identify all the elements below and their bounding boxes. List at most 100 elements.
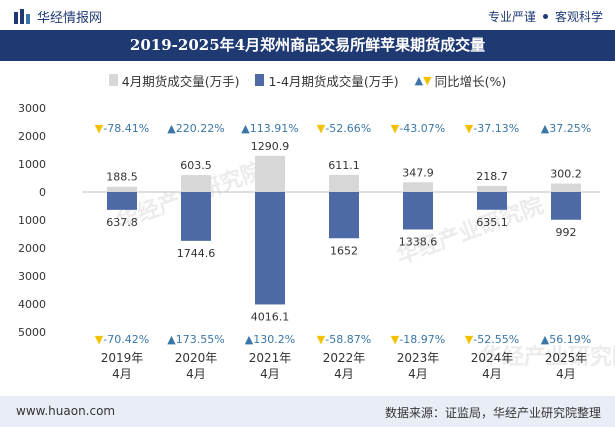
growth-value: -18.97% xyxy=(399,333,445,346)
y-tick-label: 4000 xyxy=(18,298,46,311)
data-label-monthly: 347.9 xyxy=(402,166,434,179)
growth-monthly-label: ▼-43.07% xyxy=(391,122,445,135)
legend-item-growth[interactable]: ▲ ▼ 同比增长(%) xyxy=(415,71,507,90)
data-label-monthly: 188.5 xyxy=(106,171,138,184)
growth-value: 113.91% xyxy=(250,122,299,135)
x-tick-label-month: 4月 xyxy=(482,367,502,381)
data-label-monthly: 603.5 xyxy=(180,159,212,172)
triangle-up-icon: ▲ xyxy=(541,333,550,346)
legend: 4月期货成交量(万手) 1-4月期货成交量(万手) ▲ ▼ 同比增长(%) xyxy=(0,70,615,90)
y-tick-label: 5000 xyxy=(18,326,46,339)
data-label-cumulative: 635.1 xyxy=(476,216,508,229)
triangle-down-icon: ▼ xyxy=(465,122,474,135)
data-label-monthly: 300.2 xyxy=(550,168,582,181)
growth-value: 37.25% xyxy=(549,122,591,135)
x-tick-label-month: 4月 xyxy=(334,367,354,381)
bar-cumulative xyxy=(551,192,581,220)
growth-cumulative-label: ▲56.19% xyxy=(541,333,591,346)
legend-swatch-cumulative xyxy=(255,74,265,86)
y-tick-label: 1000 xyxy=(18,214,46,227)
x-tick-label-year: 2019年 xyxy=(101,351,144,365)
y-tick-label: 3000 xyxy=(18,270,46,283)
triangle-up-icon: ▲ xyxy=(167,122,176,135)
triangle-up-icon: ▲ xyxy=(167,333,176,346)
triangle-down-icon: ▼ xyxy=(423,73,432,87)
growth-value: -43.07% xyxy=(399,122,445,135)
y-tick-label: 0 xyxy=(39,186,46,199)
x-tick-label-month: 4月 xyxy=(260,367,280,381)
data-label-cumulative: 637.8 xyxy=(106,216,138,229)
growth-cumulative-label: ▲130.2% xyxy=(245,333,295,346)
bar-cumulative xyxy=(181,192,211,241)
triangle-up-icon: ▲ xyxy=(414,73,424,87)
watermark-text-2: 华经产业研究院 xyxy=(480,344,615,370)
growth-value: -78.41% xyxy=(103,122,149,135)
bar-monthly xyxy=(329,174,359,192)
growth-value: 220.22% xyxy=(176,122,225,135)
x-tick-label-year: 2024年 xyxy=(471,351,514,365)
growth-value: -58.87% xyxy=(325,333,371,346)
growth-cumulative-label: ▲173.55% xyxy=(167,333,224,346)
bar-monthly xyxy=(181,175,211,192)
growth-monthly-label: ▲220.22% xyxy=(167,122,224,135)
slogan-right: 客观科学 xyxy=(554,10,603,24)
growth-cumulative-label: ▼-52.55% xyxy=(465,333,519,346)
legend-item-cumulative[interactable]: 1-4月期货成交量(万手) xyxy=(255,71,399,90)
growth-monthly-label: ▼-52.66% xyxy=(317,122,371,135)
x-tick-label-year: 2022年 xyxy=(323,351,366,365)
growth-monthly-label: ▼-78.41% xyxy=(95,122,149,135)
bar-cumulative xyxy=(477,192,507,210)
triangle-down-icon: ▼ xyxy=(391,333,400,346)
x-tick-label-year: 2021年 xyxy=(249,351,292,365)
x-tick-label-year: 2023年 xyxy=(397,351,440,365)
data-label-cumulative: 992 xyxy=(556,226,577,239)
title-bar: 2019-2025年4月郑州商品交易所鲜苹果期货成交量 xyxy=(0,30,615,61)
triangle-down-icon: ▼ xyxy=(317,333,326,346)
growth-cumulative-label: ▼-70.42% xyxy=(95,333,149,346)
growth-value: 130.2% xyxy=(253,333,295,346)
bar-cumulative xyxy=(107,192,137,210)
x-tick-label-month: 4月 xyxy=(408,367,428,381)
data-label-monthly: 218.7 xyxy=(476,170,508,183)
growth-value: 56.19% xyxy=(549,333,591,346)
footer-source: 数据来源：证监局，华经产业研究院整理 xyxy=(384,406,601,420)
triangle-down-icon: ▼ xyxy=(95,122,104,135)
x-tick-label-month: 4月 xyxy=(556,367,576,381)
bar-monthly xyxy=(477,185,507,192)
legend-label-monthly: 4月期货成交量(万手) xyxy=(121,73,240,89)
x-tick-label-year: 2025年 xyxy=(545,351,588,365)
brand[interactable]: 华经情报网 xyxy=(14,7,102,26)
triangle-down-icon: ▼ xyxy=(465,333,474,346)
y-tick-label: 2000 xyxy=(18,242,46,255)
growth-value: -52.55% xyxy=(473,333,519,346)
legend-label-growth: 同比增长(%) xyxy=(434,73,507,89)
y-tick-label: 1000 xyxy=(18,158,46,171)
growth-value: -52.66% xyxy=(325,122,371,135)
growth-cumulative-label: ▼-18.97% xyxy=(391,333,445,346)
bar-monthly xyxy=(107,186,137,192)
bar-cumulative xyxy=(255,192,285,305)
triangle-down-icon: ▼ xyxy=(95,333,104,346)
footer-url[interactable]: www.huaon.com xyxy=(16,404,116,418)
legend-swatch-monthly xyxy=(108,74,118,86)
growth-cumulative-label: ▼-58.87% xyxy=(317,333,371,346)
bar-monthly xyxy=(403,182,433,192)
bar-monthly xyxy=(255,155,285,192)
data-label-cumulative: 1652 xyxy=(330,244,358,257)
bar-monthly xyxy=(551,183,581,192)
legend-item-monthly[interactable]: 4月期货成交量(万手) xyxy=(108,71,240,90)
chart-area: 华经产业研究院华经产业研究院华经产业研究院3000200010000100020… xyxy=(18,102,615,381)
top-bar: 华经情报网 专业严谨 客观科学 xyxy=(0,0,615,30)
data-label-monthly: 1290.9 xyxy=(251,140,290,153)
bar-cumulative xyxy=(403,192,433,230)
data-label-cumulative: 1744.6 xyxy=(177,247,216,260)
growth-monthly-label: ▲37.25% xyxy=(541,122,591,135)
data-label-monthly: 611.1 xyxy=(328,159,360,172)
footer: www.huaon.com 数据来源：证监局，华经产业研究院整理 xyxy=(0,396,615,427)
y-tick-label: 3000 xyxy=(18,102,46,115)
triangle-down-icon: ▼ xyxy=(317,122,326,135)
growth-monthly-label: ▲113.91% xyxy=(241,122,298,135)
chart-title: 2019-2025年4月郑州商品交易所鲜苹果期货成交量 xyxy=(129,36,486,54)
slogan-left: 专业严谨 xyxy=(487,10,536,24)
growth-value: -37.13% xyxy=(473,122,519,135)
